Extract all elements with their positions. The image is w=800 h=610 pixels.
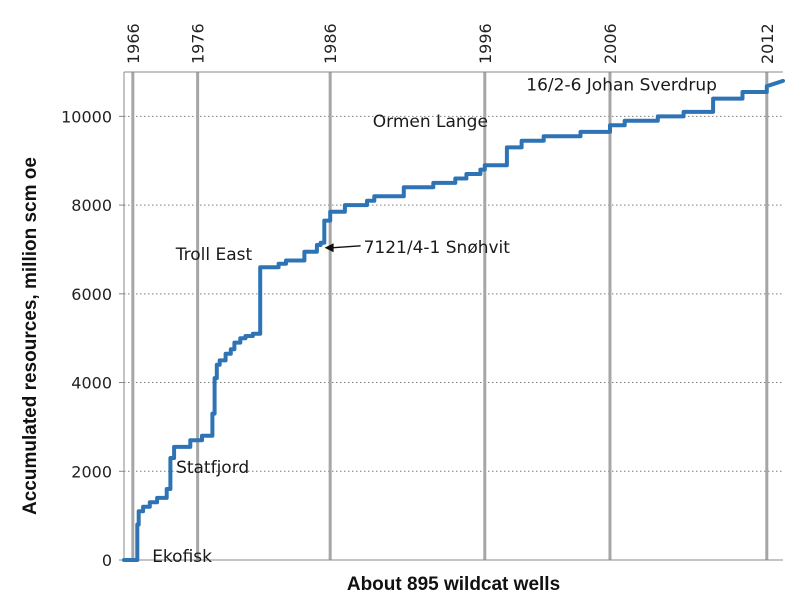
vertical-gridlines xyxy=(131,72,769,560)
annotation-label: 7121/4-1 Snøhvit xyxy=(364,238,511,258)
annotation-arrow xyxy=(331,245,361,249)
annotation-label: 16/2-6 Johan Sverdrup xyxy=(526,75,717,95)
axes xyxy=(119,71,783,561)
top-tick-labels: 1966 1976 1986 1996 2006 2012 xyxy=(124,23,777,64)
y-tick-labels: 0 2000 4000 6000 8000 10000 xyxy=(61,107,112,570)
y-tick-label: 2000 xyxy=(71,462,112,481)
annotations: Ekofisk Statfjord Troll East 7121/4-1 Snøhv… xyxy=(152,75,717,567)
annotation-label: Statfjord xyxy=(176,458,249,478)
y-axis-title: Accumulated resources, million scm oe xyxy=(20,157,41,515)
top-tick-label: 1966 xyxy=(124,23,143,64)
series-group xyxy=(122,78,785,562)
annotation-label: Ekofisk xyxy=(152,547,212,567)
y-tick-label: 8000 xyxy=(71,196,112,215)
annotation-label: Troll East xyxy=(175,245,253,265)
x-axis-title: About 895 wildcat wells xyxy=(347,574,560,595)
top-tick-label: 1976 xyxy=(189,23,208,64)
top-tick-label: 2012 xyxy=(758,23,777,64)
horizontal-gridlines xyxy=(124,115,783,472)
top-tick-label: 1986 xyxy=(321,23,340,64)
annotation-label: Ormen Lange xyxy=(373,112,488,132)
y-tick-label: 6000 xyxy=(71,285,112,304)
annotation-arrowhead xyxy=(324,243,334,253)
y-tick-label: 10000 xyxy=(61,107,112,126)
top-tick-label: 2006 xyxy=(601,23,620,64)
series-line xyxy=(122,78,785,562)
y-tick-label: 0 xyxy=(102,551,112,570)
top-tick-label: 1996 xyxy=(476,23,495,64)
y-tick-label: 4000 xyxy=(71,374,112,393)
